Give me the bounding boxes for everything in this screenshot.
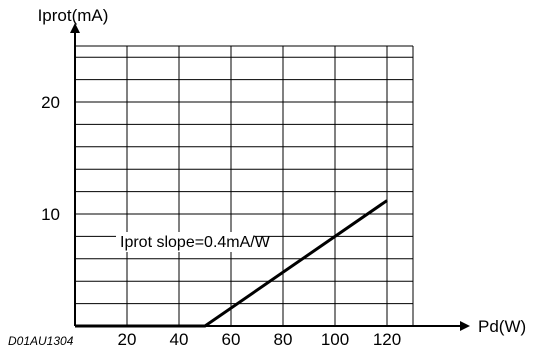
y-tick-label: 10 <box>41 205 60 224</box>
x-axis-title: Pd(W) <box>478 317 526 336</box>
y-tick-label: 20 <box>41 93 60 112</box>
x-tick-label: 20 <box>118 330 137 349</box>
x-tick-label: 60 <box>222 330 241 349</box>
grid <box>75 45 414 326</box>
tick-labels: 20 40 60 80 100 120 10 20 <box>41 93 401 349</box>
figure-code: D01AU1304 <box>8 334 74 348</box>
series <box>75 199 388 328</box>
x-tick-label: 40 <box>170 330 189 349</box>
slope-annotation: Iprot slope=0.4mA/W <box>120 234 271 251</box>
x-tick-label: 100 <box>321 330 349 349</box>
x-tick-label: 120 <box>373 330 401 349</box>
y-axis-title: Iprot(mA) <box>38 6 109 25</box>
x-tick-label: 80 <box>274 330 293 349</box>
series-line <box>75 199 388 328</box>
annotation-background <box>116 232 254 252</box>
